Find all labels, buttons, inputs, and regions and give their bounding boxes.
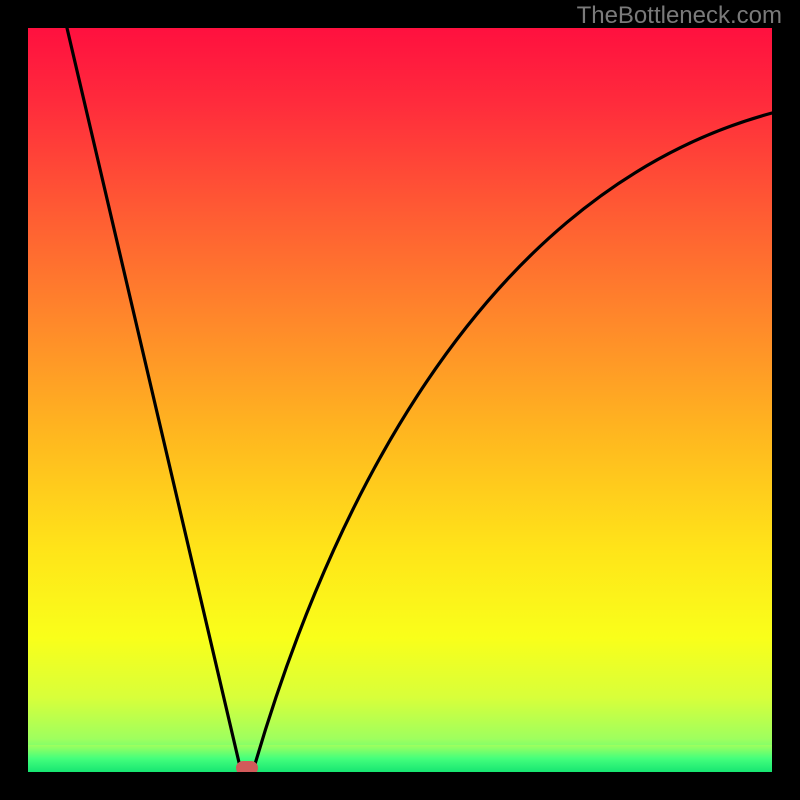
plot-area [28, 28, 772, 772]
curve-right-branch [253, 113, 772, 771]
frame-border-right [772, 0, 800, 800]
frame-border-bottom [0, 772, 800, 800]
frame-border-left [0, 0, 28, 800]
chart-frame: TheBottleneck.com [0, 0, 800, 800]
optimal-point-marker [236, 761, 258, 772]
bottleneck-curve [28, 28, 772, 772]
curve-left-branch [67, 28, 241, 771]
watermark-text: TheBottleneck.com [577, 2, 782, 30]
